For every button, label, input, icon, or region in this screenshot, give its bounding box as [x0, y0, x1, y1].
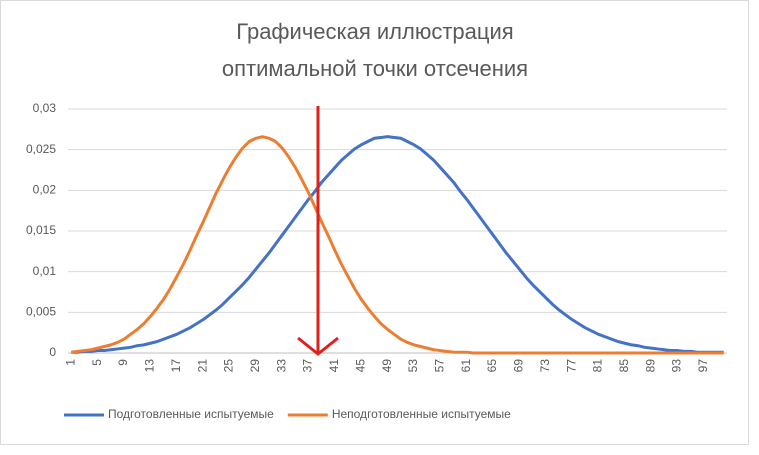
series-line [71, 135, 724, 354]
x-tick-label: 61 [459, 359, 473, 373]
y-tick-label: 0,025 [26, 142, 56, 156]
x-tick-label: 89 [643, 359, 657, 373]
x-tick-label: 37 [301, 359, 315, 373]
legend-label: Подготовленные испытуемые [108, 407, 274, 421]
legend-label: Неподготовленные испытуемые [332, 407, 511, 421]
x-tick-label: 65 [485, 359, 499, 373]
x-tick-label: 53 [406, 359, 420, 373]
x-tick-label: 33 [274, 359, 288, 373]
x-tick-label: 69 [512, 359, 526, 373]
y-tick-label: 0,01 [33, 264, 57, 278]
x-tick-label: 13 [143, 359, 157, 373]
x-tick-label: 9 [116, 359, 130, 366]
x-tick-label: 5 [90, 359, 104, 366]
x-tick-label: 97 [696, 359, 710, 373]
y-tick-label: 0,02 [33, 183, 57, 197]
x-tick-label: 25 [222, 359, 236, 373]
y-tick-label: 0,005 [26, 305, 56, 319]
y-tick-label: 0 [49, 345, 56, 359]
x-tick-label: 49 [380, 359, 394, 373]
chart-title: Графическая иллюстрация [236, 19, 513, 44]
y-tick-label: 0,03 [33, 101, 57, 115]
x-tick-label: 93 [670, 359, 684, 373]
x-tick-label: 17 [169, 359, 183, 373]
series-line [71, 135, 724, 355]
chart-title: оптимальной точки отсечения [222, 56, 528, 81]
x-tick-label: 73 [538, 359, 552, 373]
x-tick-label: 29 [248, 359, 262, 373]
cutoff-arrow [297, 106, 339, 356]
chart-border [0, 0, 749, 445]
x-tick-label: 81 [591, 359, 605, 373]
x-tick-label: 77 [564, 359, 578, 373]
x-tick-label: 45 [353, 359, 367, 373]
y-tick-label: 0,015 [26, 223, 56, 237]
x-tick-label: 85 [617, 359, 631, 373]
x-tick-label: 41 [327, 359, 341, 373]
x-tick-label: 1 [63, 359, 77, 366]
x-tick-label: 21 [195, 359, 209, 373]
x-tick-label: 57 [433, 359, 447, 373]
